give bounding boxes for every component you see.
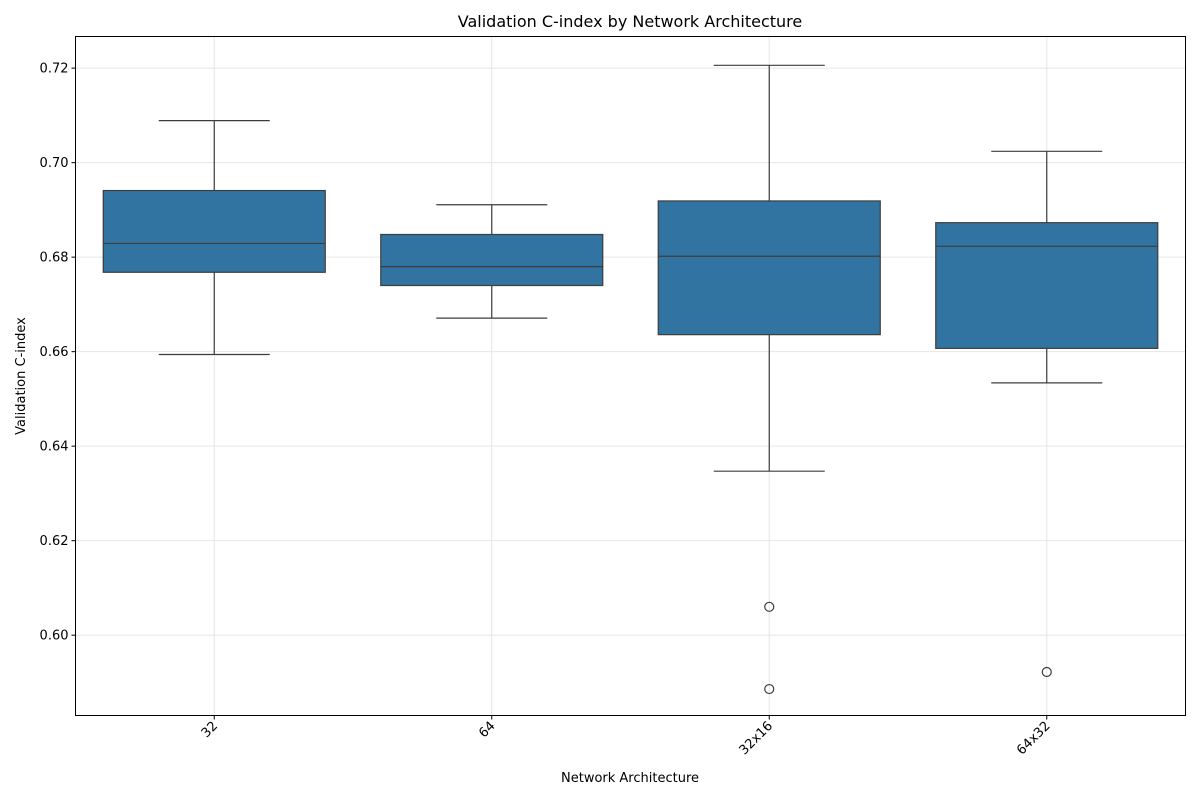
iqr-box <box>380 233 604 287</box>
y-tick-label: 0.62 <box>40 534 69 549</box>
x-tick-label: 32 <box>199 719 221 741</box>
y-axis-ticks: 0.60 0.62 0.64 0.66 0.68 0.70 0.72 <box>40 62 76 644</box>
box-group <box>102 120 326 356</box>
y-axis-label: Validation C-index <box>14 317 29 435</box>
y-tick-label: 0.64 <box>40 440 69 455</box>
iqr-box <box>657 200 881 336</box>
iqr-box <box>935 222 1159 349</box>
iqr-box <box>102 189 326 273</box>
x-axis-label: Network Architecture <box>561 771 699 786</box>
plot-frame <box>75 36 1186 716</box>
outlier-point <box>1041 666 1052 678</box>
outlier-point <box>764 683 775 695</box>
x-tick-label: 64x32 <box>1014 719 1053 758</box>
x-tick-label: 64 <box>476 719 498 741</box>
x-axis-ticks: 32 64 32x16 64x32 <box>199 715 1054 758</box>
chart-title: Validation C-index by Network Architectu… <box>458 12 802 31</box>
grid-lines <box>75 36 1186 716</box>
x-tick-label: 32x16 <box>737 719 776 758</box>
box-group <box>935 150 1159 678</box>
y-tick-label: 0.70 <box>40 156 69 171</box>
y-tick-label: 0.60 <box>40 629 69 644</box>
y-tick-label: 0.66 <box>40 345 69 360</box>
outlier-point <box>764 601 775 612</box>
box-group <box>380 204 604 319</box>
y-tick-label: 0.68 <box>40 251 69 266</box>
boxes <box>102 64 1159 695</box>
y-tick-label: 0.72 <box>40 62 69 77</box>
box-group <box>657 64 881 695</box>
